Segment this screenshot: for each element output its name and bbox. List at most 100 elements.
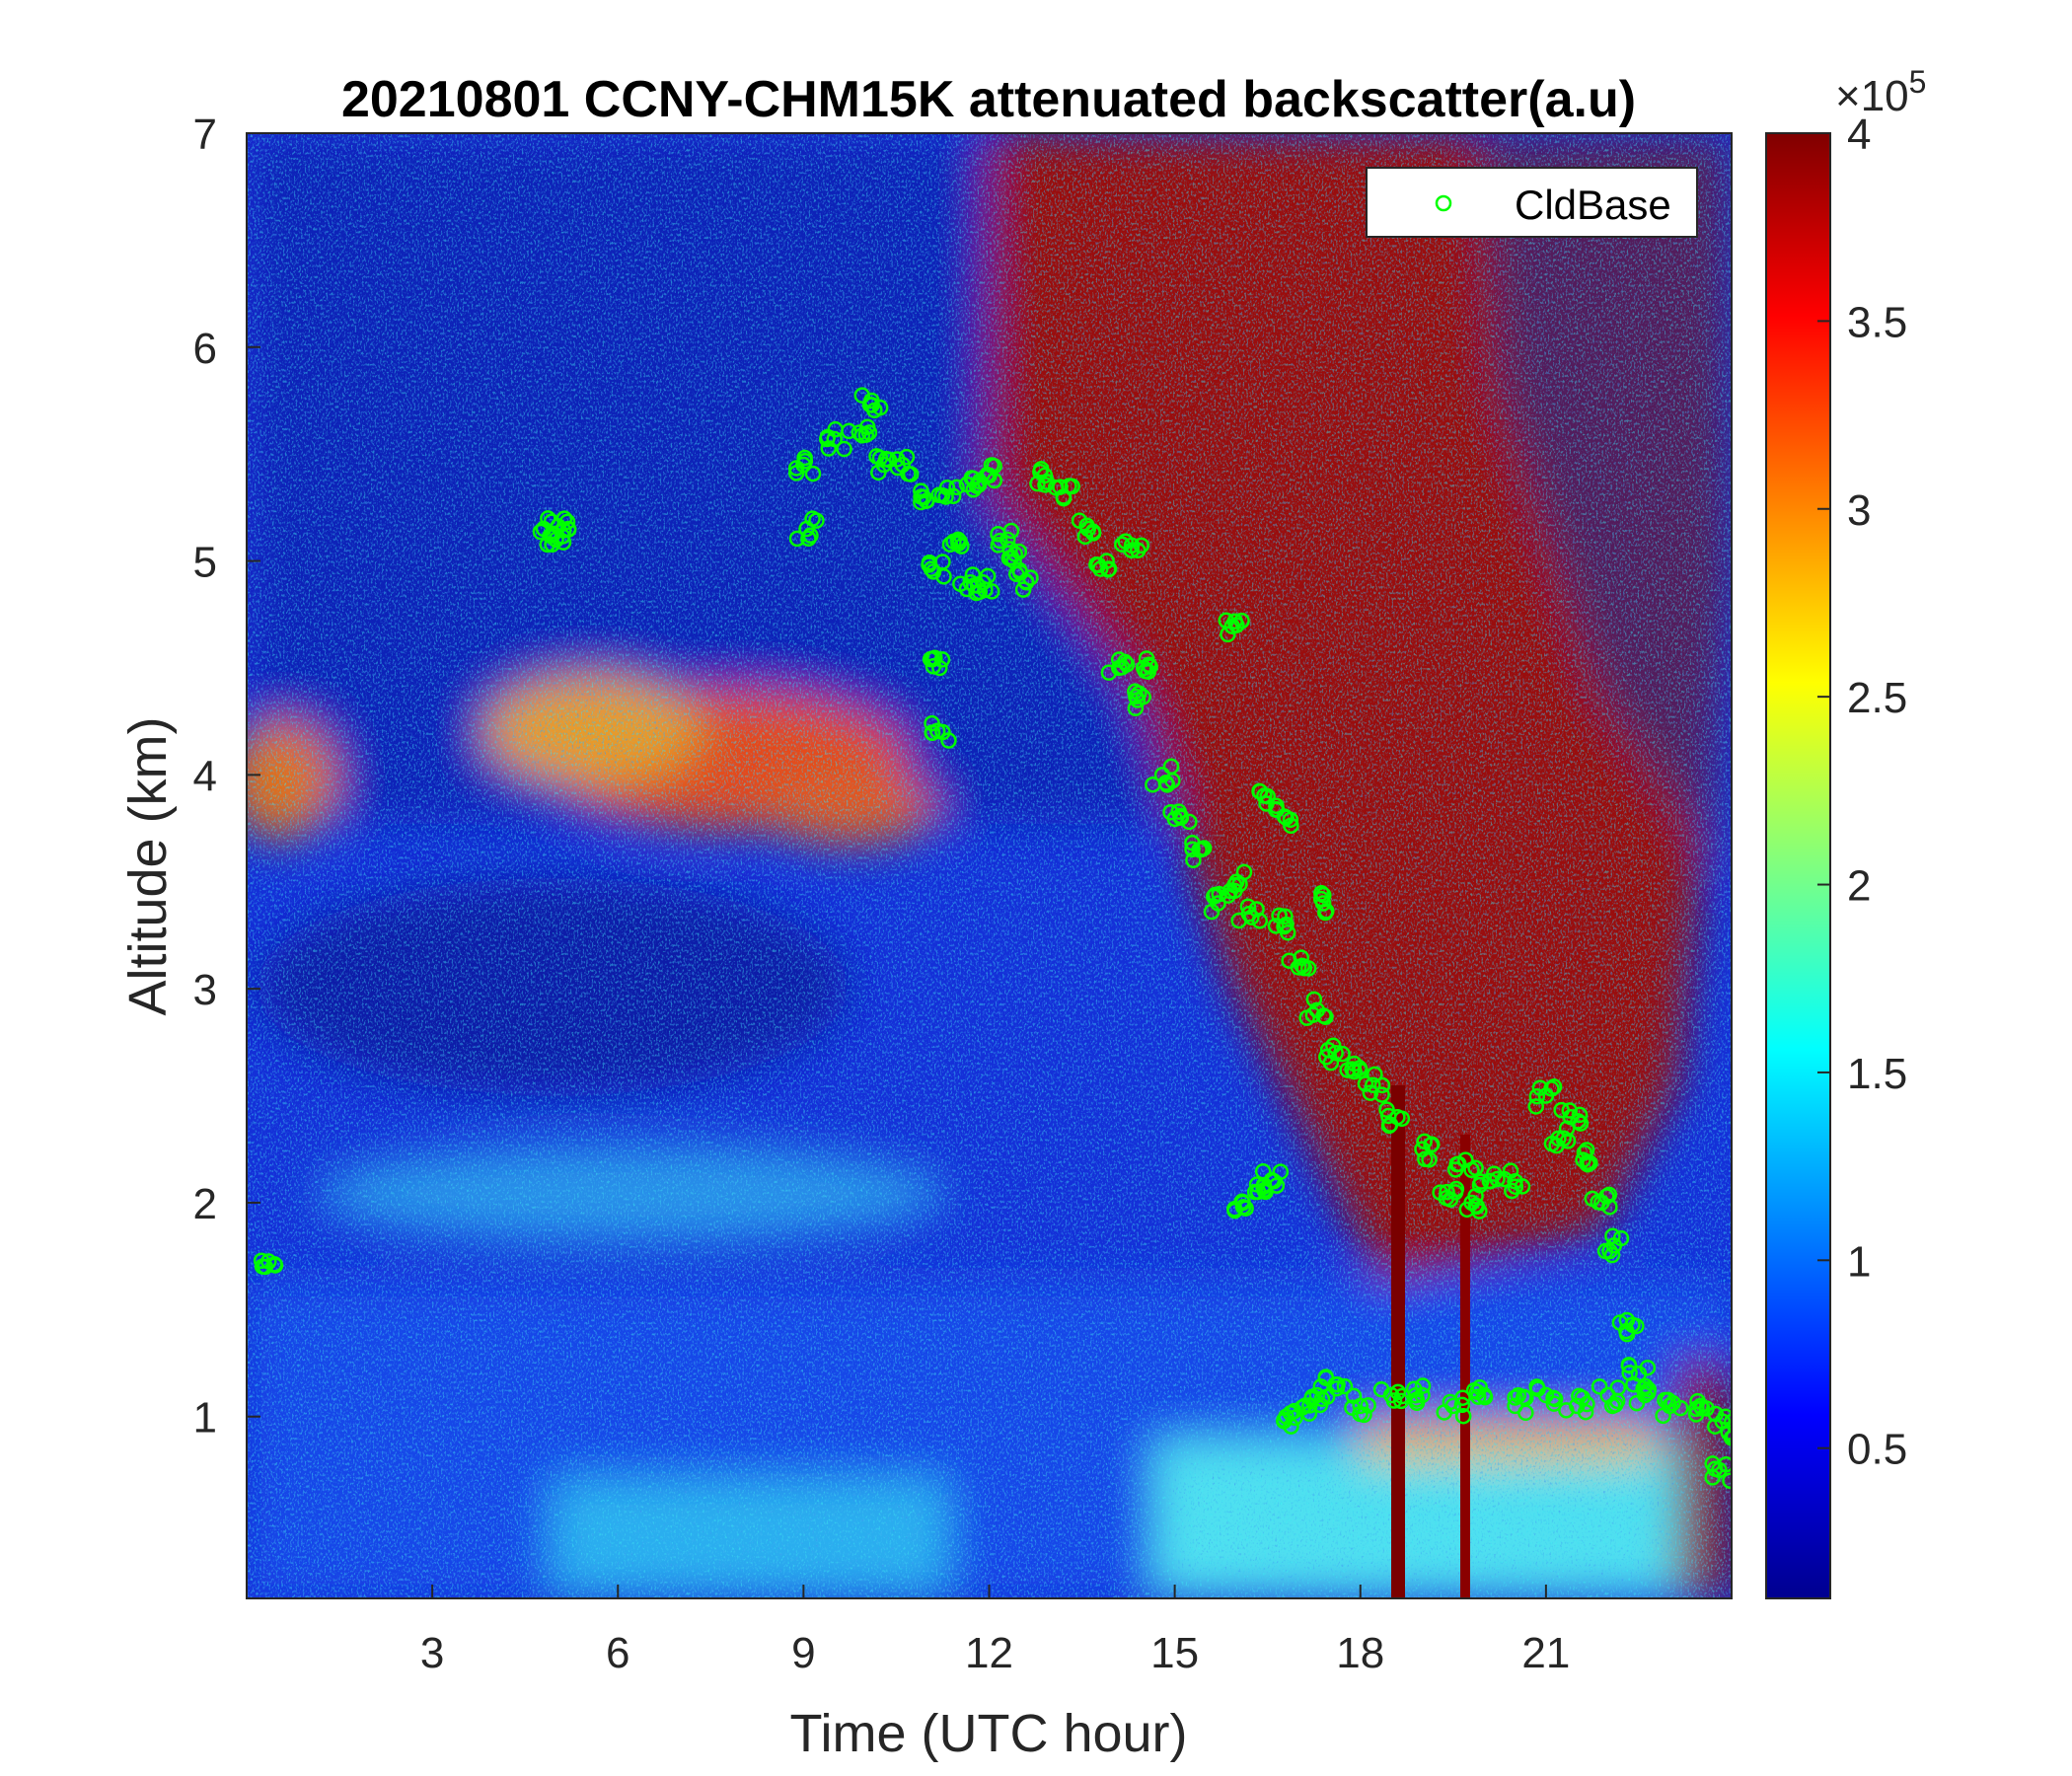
colorbar-tick-label: 1 bbox=[1847, 1237, 1871, 1286]
cldbase-point bbox=[796, 453, 814, 470]
cldbase-point bbox=[1360, 1397, 1376, 1414]
cldbase-point bbox=[1158, 777, 1176, 793]
cldbase-point bbox=[1172, 807, 1189, 825]
cldbase-point bbox=[1251, 913, 1268, 929]
cldbase-point bbox=[1392, 1392, 1410, 1410]
cldbase-point bbox=[964, 566, 982, 583]
cldbase-point bbox=[1373, 1086, 1390, 1103]
cldbase-point bbox=[1014, 581, 1032, 598]
cldbase-point bbox=[1628, 1317, 1645, 1335]
cldbase-point bbox=[1655, 1407, 1671, 1425]
cldbase-point bbox=[1596, 1242, 1614, 1260]
cldbase-point bbox=[940, 732, 957, 749]
cldbase-point bbox=[1723, 1413, 1732, 1431]
colorbar-tick-label: 2.5 bbox=[1847, 674, 1907, 722]
cldbase-point bbox=[1129, 542, 1147, 559]
colorbar-tick-label: 3.5 bbox=[1847, 298, 1907, 346]
cldbase-point bbox=[941, 536, 959, 554]
cldbase-point bbox=[1553, 1101, 1570, 1119]
y-tick-label: 7 bbox=[193, 111, 217, 159]
y-tick-label: 3 bbox=[193, 966, 217, 1014]
cldbase-point bbox=[1294, 957, 1311, 975]
cldbase-point bbox=[968, 584, 985, 602]
x-tick-label: 3 bbox=[420, 1629, 444, 1677]
cldbase-point bbox=[1725, 1429, 1732, 1445]
cldbase-point bbox=[1351, 1060, 1369, 1076]
cldbase-point bbox=[1722, 1472, 1732, 1489]
x-tick-label: 21 bbox=[1521, 1629, 1570, 1677]
cldbase-point bbox=[1389, 1383, 1407, 1401]
colorbar-tick-label: 1.5 bbox=[1847, 1050, 1907, 1098]
cldbase-point bbox=[888, 451, 906, 468]
cldbase-point bbox=[926, 649, 943, 667]
cldbase-point bbox=[1084, 523, 1102, 541]
cldbase-point bbox=[1548, 1137, 1565, 1154]
cldbase-point bbox=[853, 387, 870, 404]
y-axis: 1 2 3 4 5 6 7 bbox=[193, 111, 260, 1443]
cldbase-point bbox=[1467, 1159, 1484, 1176]
cldbase-point bbox=[1231, 875, 1248, 893]
cldbase-point bbox=[950, 535, 967, 553]
y-tick-label: 6 bbox=[193, 325, 217, 373]
cldbase-point bbox=[1517, 1389, 1534, 1407]
cldbase-point bbox=[1471, 1203, 1488, 1220]
cldbase-point bbox=[1002, 549, 1020, 566]
cldbase-point bbox=[1591, 1378, 1608, 1395]
cldbase-point bbox=[1365, 1076, 1381, 1093]
cldbase-point bbox=[1334, 1045, 1351, 1063]
cldbase-point bbox=[1454, 1407, 1472, 1425]
cldbase-point bbox=[1203, 903, 1221, 921]
y-axis-label: Altitude (km) bbox=[118, 716, 178, 1015]
cldbase-point bbox=[1249, 1183, 1267, 1201]
cldbase-point bbox=[1628, 1394, 1646, 1412]
cldbase-point bbox=[1432, 1184, 1448, 1201]
cldbase-point bbox=[889, 459, 907, 477]
cldbase-point bbox=[1446, 1184, 1464, 1201]
cldbase-point bbox=[1141, 656, 1157, 673]
cldbase-point bbox=[1665, 1394, 1681, 1412]
cldbase-point bbox=[1688, 1400, 1705, 1417]
cldbase-point bbox=[952, 575, 969, 593]
x-axis: 3 6 9 12 15 18 21 bbox=[420, 1585, 1570, 1677]
cldbase-point bbox=[958, 476, 976, 493]
cldbase-point bbox=[800, 530, 817, 548]
cldbase-point bbox=[1257, 1183, 1274, 1201]
cldbase-point bbox=[1406, 1380, 1423, 1397]
cldbase-point bbox=[1267, 918, 1285, 934]
cldbase-point bbox=[1329, 1376, 1346, 1393]
cldbase-markers bbox=[253, 387, 1732, 1489]
cldbase-point bbox=[1300, 1405, 1318, 1422]
colorbar: 0.5 1 1.5 2 2.5 3 3.5 4 ×105 bbox=[1765, 64, 1926, 1599]
cldbase-point bbox=[1184, 834, 1201, 851]
y-tick-label: 2 bbox=[193, 1180, 217, 1228]
cldbase-point bbox=[1318, 1388, 1336, 1405]
cldbase-point bbox=[555, 510, 573, 527]
backscatter-field bbox=[247, 133, 1732, 1598]
cldbase-point bbox=[1327, 1044, 1344, 1062]
cldbase-point bbox=[858, 418, 876, 435]
chart-title: 20210801 CCNY-CHM15K attenuated backscat… bbox=[341, 71, 1636, 128]
cldbase-point bbox=[1100, 560, 1118, 577]
cldbase-point bbox=[1590, 1194, 1606, 1211]
cldbase-point bbox=[1561, 1102, 1579, 1119]
cldbase-point bbox=[808, 512, 825, 529]
cldbase-point bbox=[1423, 1137, 1440, 1153]
cldbase-point bbox=[1528, 1087, 1546, 1105]
cldbase-point bbox=[970, 477, 988, 493]
cldbase-point bbox=[1207, 886, 1224, 904]
cldbase-point bbox=[1029, 475, 1046, 492]
cldbase-point bbox=[1313, 885, 1330, 902]
cldbase-point bbox=[254, 1258, 271, 1275]
cldbase-point bbox=[1571, 1387, 1588, 1405]
colorbar-exponent: ×105 bbox=[1835, 64, 1926, 120]
y-tick-label: 4 bbox=[193, 752, 217, 800]
cldbase-point bbox=[544, 536, 560, 554]
cldbase-point bbox=[871, 399, 889, 416]
cldbase-point bbox=[1640, 1381, 1658, 1398]
cldbase-point bbox=[1577, 1403, 1594, 1421]
cldbase-point bbox=[532, 523, 550, 541]
cldbase-point bbox=[1381, 1116, 1399, 1133]
cldbase-point bbox=[542, 527, 558, 545]
cldbase-point bbox=[1453, 1396, 1471, 1414]
